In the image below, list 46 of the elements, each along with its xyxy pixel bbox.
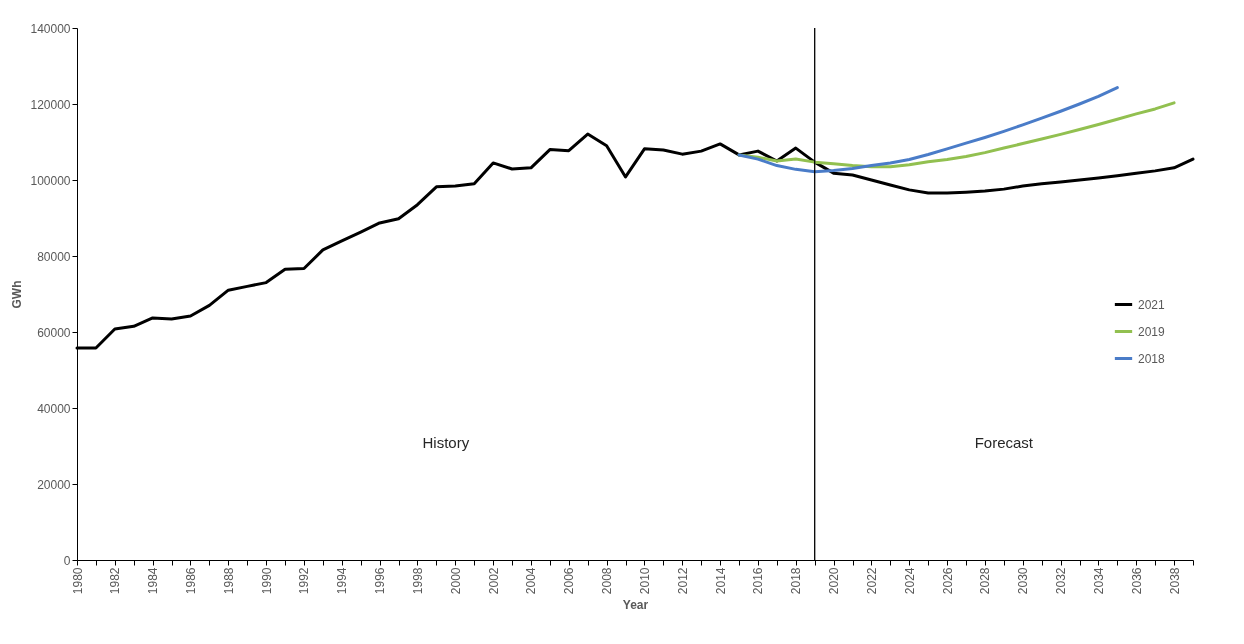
x-tick-label: 2018 (789, 567, 804, 595)
x-tick-label: 2034 (1091, 567, 1106, 595)
x-tick-label: 1992 (297, 567, 312, 595)
legend-label: 2021 (1138, 297, 1166, 312)
x-tick-label: 2014 (713, 567, 728, 595)
legend-label: 2018 (1138, 351, 1166, 366)
x-tick-label: 2020 (827, 567, 842, 595)
legend-label: 2019 (1138, 324, 1166, 339)
x-tick-label: 2028 (978, 567, 993, 595)
line-series (737, 86, 1119, 174)
x-tick-label: 1984 (146, 567, 161, 595)
x-tick-label: 2004 (524, 567, 539, 595)
x-tick-label: 2012 (675, 567, 690, 595)
x-tick-label: 2002 (486, 567, 501, 595)
y-tick-label: 60000 (37, 325, 71, 340)
y-tick-label: 140000 (30, 21, 71, 36)
x-tick-label: 1982 (108, 567, 123, 595)
x-tick-label: 1986 (183, 567, 198, 595)
x-tick-label: 2010 (637, 567, 652, 595)
y-axis-title: GWh (10, 280, 25, 309)
x-tick-label: 2008 (600, 567, 615, 595)
y-tick-label: 120000 (30, 97, 71, 112)
x-tick-label: 1998 (410, 567, 425, 595)
y-tick-label: 40000 (37, 401, 71, 416)
x-tick-label: 2006 (562, 567, 577, 595)
x-tick-label: 1988 (221, 567, 236, 595)
x-tick-label: 2030 (1016, 567, 1031, 595)
x-tick-label: 2038 (1167, 567, 1182, 595)
y-tick-label: 20000 (37, 477, 71, 492)
y-tick-label: 0 (63, 553, 71, 568)
x-tick-label: 2000 (448, 567, 463, 595)
x-tick-label: 1990 (259, 567, 274, 595)
x-axis-title: Year (622, 598, 649, 613)
x-tick-label: 2024 (902, 567, 917, 595)
y-tick-label: 80000 (37, 249, 71, 264)
x-tick-label: 1994 (335, 567, 350, 595)
x-tick-label: 2016 (751, 567, 766, 595)
x-tick-label: 2026 (940, 567, 955, 595)
x-tick-label: 1996 (373, 567, 388, 595)
x-tick-label: 2022 (864, 567, 879, 595)
annotation: History (422, 433, 470, 451)
annotation: Forecast (974, 433, 1034, 451)
y-tick-label: 100000 (30, 173, 71, 188)
x-tick-label: 2032 (1054, 567, 1069, 595)
x-tick-label: 2036 (1129, 567, 1144, 595)
x-tick-label: 1980 (70, 567, 85, 595)
